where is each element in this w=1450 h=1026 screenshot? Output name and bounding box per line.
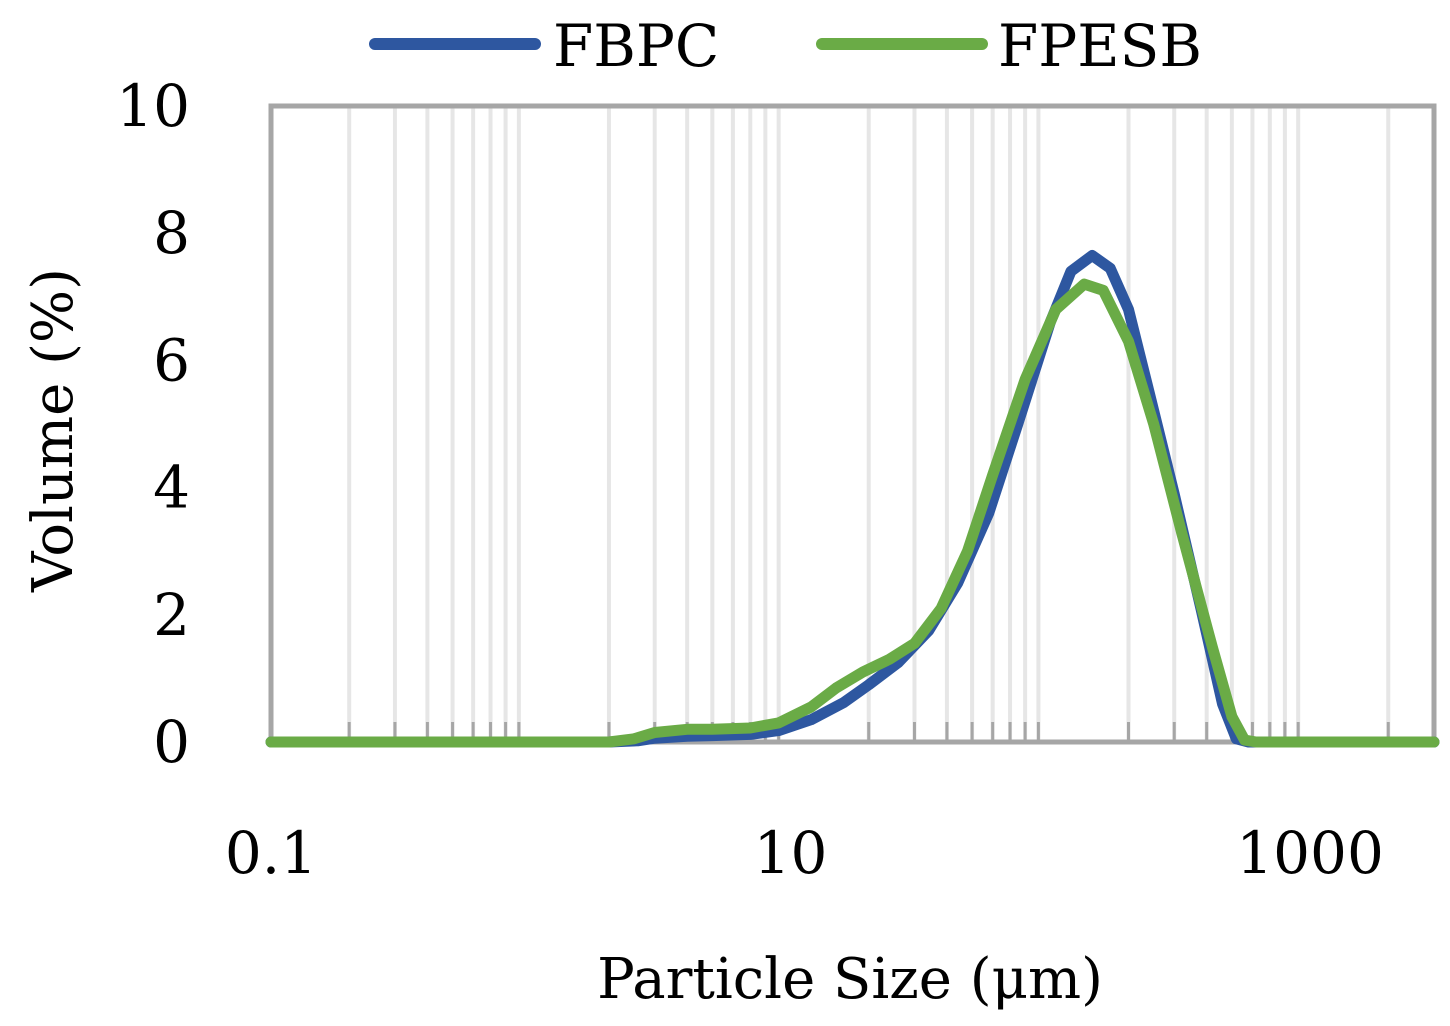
x-tick-label: 0.1 [225, 819, 317, 887]
y-tick-label: 2 [153, 581, 190, 649]
y-tick-label: 8 [153, 199, 190, 267]
plot-border [268, 103, 1437, 745]
tick-labels: 0 2 4 6 8 10 0.1 10 1000 [116, 72, 1384, 887]
axes [268, 103, 1437, 745]
series-line-fpesb [265, 278, 1440, 748]
y-axis-title: Volume (%) [21, 268, 86, 593]
series-line-fbpc [265, 250, 1440, 748]
y-tick-label: 4 [153, 454, 190, 522]
y-tick-label: 6 [153, 326, 190, 394]
legend-label-fpesb: FPESB [998, 12, 1202, 80]
y-tick-label: 0 [153, 708, 190, 776]
x-axis-title: Particle Size (μm) [597, 947, 1103, 1012]
legend-label-fbpc: FBPC [553, 12, 719, 80]
vertical-gridlines [347, 106, 1391, 742]
y-tick-label: 10 [116, 72, 190, 140]
x-tick-label: 1000 [1236, 819, 1384, 887]
x-tick-label: 10 [754, 819, 828, 887]
series-lines [265, 250, 1440, 748]
legend: FBPC FPESB [369, 12, 1202, 80]
